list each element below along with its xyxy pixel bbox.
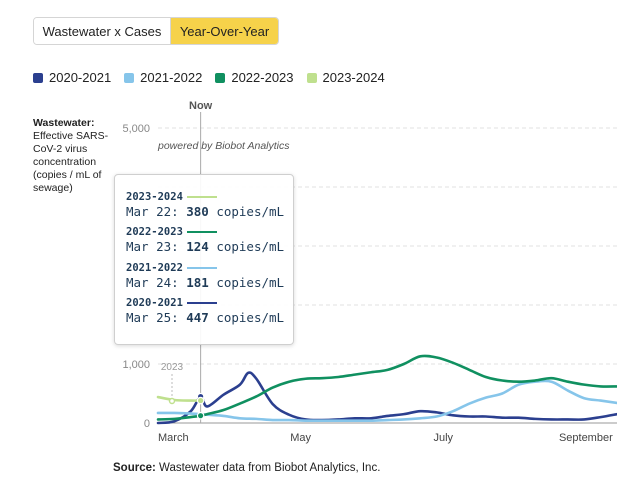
tooltip-season: 2022-2023 — [126, 226, 183, 238]
source-prefix: Source: — [113, 462, 156, 474]
legend-swatch — [215, 72, 226, 83]
x-tick-label: March — [158, 432, 189, 444]
year-marker-label: 2023 — [161, 362, 184, 373]
legend-swatch — [124, 72, 135, 83]
tooltip-unit: copies/mL — [216, 310, 285, 325]
x-tick-label: May — [290, 432, 311, 444]
tooltip-unit: copies/mL — [216, 239, 285, 254]
legend-label: 2023-2024 — [322, 70, 385, 85]
tooltip-entry-2023-2024: 2023-2024 Mar 22: 380 copies/mL — [126, 191, 284, 219]
legend-label: 2022-2023 — [231, 70, 294, 85]
tooltip-date: Mar 23: — [126, 239, 179, 254]
series-line-2020-2021 — [156, 371, 617, 425]
legend-swatch — [306, 72, 317, 83]
tooltip-entry-2020-2021: 2020-2021 Mar 25: 447 copies/mL — [126, 297, 284, 325]
now-label: Now — [189, 100, 213, 112]
series-line-2022-2023 — [156, 354, 617, 421]
series-line-2021-2022 — [156, 379, 617, 422]
tooltip-entry-2022-2023: 2022-2023 Mar 23: 124 copies/mL — [126, 226, 284, 254]
tooltip-line-swatch — [186, 196, 217, 198]
legend-item-2021-2022[interactable]: 2021-2022 — [124, 70, 202, 85]
tooltip-value: 181 — [186, 275, 209, 290]
legend-label: 2020-2021 — [49, 70, 112, 85]
x-tick-label: July — [433, 432, 453, 444]
legend-swatch — [33, 72, 43, 83]
tooltip-value: 380 — [186, 204, 209, 219]
tooltip-date: Mar 25: — [126, 310, 179, 325]
tooltip-line-swatch — [186, 302, 217, 304]
legend-item-2022-2023[interactable]: 2022-2023 — [215, 70, 294, 85]
tooltip-season: 2021-2022 — [126, 262, 183, 274]
y-tick-label: 0 — [144, 418, 150, 430]
tooltip-value: 124 — [186, 239, 209, 254]
year-over-year-toggle[interactable]: Year-Over-Year — [171, 18, 278, 44]
tooltip-line-swatch — [186, 267, 217, 269]
wastewater-cases-toggle[interactable]: Wastewater x Cases — [34, 18, 171, 44]
x-tick-label: September — [559, 432, 613, 444]
legend: 2020-2021 2021-2022 2022-2023 2023-2024 — [33, 70, 385, 85]
source-note: Source: Wastewater data from Biobot Anal… — [113, 462, 380, 474]
tooltip-season: 2020-2021 — [126, 297, 183, 309]
hover-tooltip: 2023-2024 Mar 22: 380 copies/mL 2022-202… — [114, 174, 294, 345]
tooltip-date: Mar 22: — [126, 204, 179, 219]
y-tick-label: 1,000 — [122, 359, 150, 371]
tooltip-unit: copies/mL — [216, 204, 285, 219]
y-axis-label: Wastewater: Effective SARS-CoV-2 virus c… — [33, 117, 115, 195]
tooltip-value: 447 — [186, 310, 209, 325]
hover-marker-2022-2023 — [196, 411, 205, 420]
hover-marker-2023-2024 — [196, 396, 205, 405]
y-tick-label: 5,000 — [122, 123, 150, 135]
tooltip-line-swatch — [186, 231, 217, 233]
source-text: Wastewater data from Biobot Analytics, I… — [155, 462, 381, 474]
watermark: powered by Biobot Analytics — [157, 140, 290, 152]
tooltip-unit: copies/mL — [216, 275, 285, 290]
series-line-2023-2024 — [156, 395, 202, 402]
y-axis-title: Wastewater: — [33, 117, 95, 129]
year-marker-point — [168, 397, 176, 405]
tooltip-date: Mar 24: — [126, 275, 179, 290]
legend-item-2023-2024[interactable]: 2023-2024 — [306, 70, 385, 85]
y-axis-description: Effective SARS-CoV-2 virus concentration… — [33, 130, 109, 194]
view-toggle: Wastewater x Cases Year-Over-Year — [33, 17, 279, 45]
tooltip-entry-2021-2022: 2021-2022 Mar 24: 181 copies/mL — [126, 262, 284, 290]
tooltip-season: 2023-2024 — [126, 191, 183, 203]
legend-item-2020-2021[interactable]: 2020-2021 — [33, 70, 111, 85]
legend-label: 2021-2022 — [140, 70, 203, 85]
